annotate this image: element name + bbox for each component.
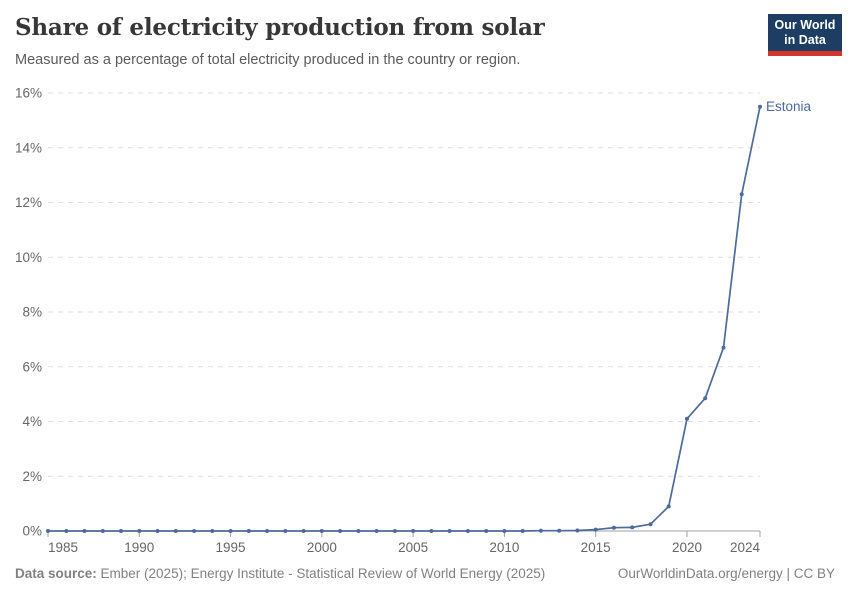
data-point[interactable] — [392, 529, 397, 533]
x-axis-tick-label: 2000 — [307, 540, 337, 555]
data-source[interactable]: Data source: Ember (2025); Energy Instit… — [15, 566, 545, 581]
data-point[interactable] — [538, 528, 543, 533]
owid-logo[interactable]: Our World in Data — [768, 14, 842, 56]
x-axis-tick-label: 2015 — [581, 540, 611, 555]
x-axis-tick-label: 1995 — [216, 540, 246, 555]
owid-logo-line1: Our World — [774, 18, 836, 32]
data-point[interactable] — [648, 522, 653, 527]
data-point[interactable] — [758, 104, 762, 109]
series-end-label-estonia[interactable]: Estonia — [766, 99, 812, 114]
data-point[interactable] — [100, 529, 105, 533]
data-source-text: Ember (2025); Energy Institute - Statist… — [96, 566, 546, 581]
data-point[interactable] — [119, 529, 123, 533]
chart-footer: Data source: Ember (2025); Energy Instit… — [15, 566, 835, 581]
y-axis-tick-label: 10% — [15, 250, 42, 265]
data-point[interactable] — [155, 529, 160, 533]
y-axis-tick-label: 14% — [15, 140, 42, 155]
page-subtitle: Measured as a percentage of total electr… — [15, 52, 521, 68]
y-axis-tick-label: 4% — [22, 414, 42, 429]
x-axis-tick-label: 1990 — [124, 540, 154, 555]
x-axis-tick-label: 2005 — [398, 540, 428, 555]
data-point[interactable] — [319, 529, 324, 533]
data-point[interactable] — [575, 528, 580, 533]
data-point[interactable] — [411, 529, 416, 533]
data-point[interactable] — [137, 529, 142, 533]
data-point[interactable] — [246, 529, 251, 533]
data-point[interactable] — [210, 529, 215, 533]
data-point[interactable] — [228, 529, 233, 533]
data-point[interactable] — [356, 529, 361, 533]
data-point[interactable] — [685, 416, 689, 421]
data-point[interactable] — [611, 525, 616, 530]
data-point[interactable] — [64, 529, 69, 533]
data-point[interactable] — [82, 529, 87, 533]
data-point[interactable] — [374, 529, 379, 533]
y-axis-tick-label: 0% — [22, 524, 42, 539]
data-point[interactable] — [557, 528, 562, 533]
data-point[interactable] — [520, 529, 525, 533]
credit-link[interactable]: OurWorldinData.org/energy | CC BY — [617, 566, 835, 581]
data-point[interactable] — [502, 529, 507, 533]
data-point[interactable] — [429, 529, 434, 533]
x-axis-tick-label: 1985 — [48, 540, 78, 555]
data-point[interactable] — [484, 529, 489, 533]
y-axis-tick-label: 8% — [22, 305, 42, 320]
data-point[interactable] — [192, 529, 197, 533]
y-axis-tick-label: 12% — [15, 195, 42, 210]
data-point[interactable] — [739, 192, 744, 197]
data-point[interactable] — [721, 345, 726, 350]
data-source-label: Data source: — [15, 566, 97, 581]
x-axis-tick-label: 2024 — [730, 540, 761, 555]
data-point[interactable] — [46, 529, 50, 533]
data-point[interactable] — [630, 525, 635, 530]
y-axis-tick-label: 6% — [22, 359, 42, 374]
page-title: Share of electricity production from sol… — [15, 14, 545, 41]
data-point[interactable] — [447, 529, 452, 533]
owid-logo-line2: in Data — [784, 32, 826, 47]
x-axis-tick-label: 2020 — [672, 540, 702, 555]
y-axis-tick-label: 16% — [15, 86, 42, 101]
data-point[interactable] — [338, 529, 343, 533]
data-point[interactable] — [173, 529, 178, 533]
data-point[interactable] — [301, 529, 306, 533]
x-axis-tick-label: 2010 — [489, 540, 519, 555]
data-point[interactable] — [593, 527, 598, 532]
y-axis-tick-label: 2% — [22, 469, 42, 484]
series-line-estonia[interactable] — [47, 105, 761, 532]
data-point[interactable] — [703, 396, 708, 401]
data-point[interactable] — [666, 504, 671, 509]
data-point[interactable] — [465, 529, 470, 533]
data-point[interactable] — [283, 529, 288, 533]
data-point[interactable] — [265, 529, 270, 533]
